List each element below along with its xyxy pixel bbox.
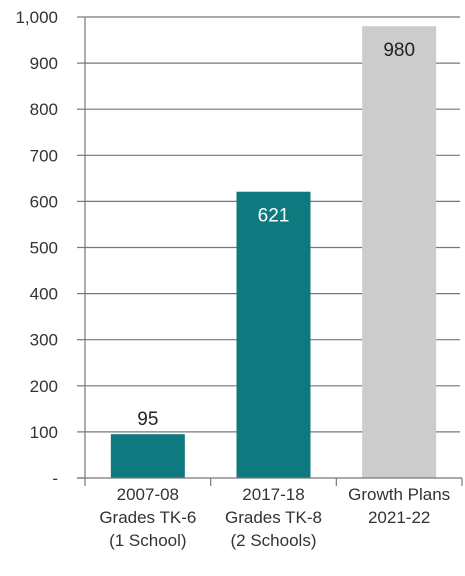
data-labels: 95 621 980 bbox=[137, 40, 415, 430]
data-label: 621 bbox=[258, 206, 290, 227]
x-axis-category-labels: 2007-08 Grades TK-6 (1 School) 2017-18 Grade… bbox=[99, 485, 450, 550]
y-tick-label: 100 bbox=[30, 423, 58, 442]
y-tick-label: - bbox=[52, 469, 58, 488]
x-category-label: (1 School) bbox=[109, 531, 186, 550]
axes bbox=[77, 16, 463, 486]
y-tick-label: 1,000 bbox=[15, 8, 58, 27]
bar bbox=[110, 434, 185, 478]
y-tick-label: 300 bbox=[30, 331, 58, 350]
y-tick-label: 600 bbox=[30, 192, 58, 211]
bars bbox=[110, 26, 437, 478]
y-tick-label: 700 bbox=[30, 146, 58, 165]
x-category-label: Grades TK-8 bbox=[225, 508, 322, 527]
bar bbox=[236, 191, 311, 478]
bar bbox=[362, 26, 437, 478]
y-tick-label: 500 bbox=[30, 239, 58, 258]
x-category-label: (2 Schools) bbox=[231, 531, 317, 550]
x-category-label: 2021-22 bbox=[368, 508, 430, 527]
data-label: 95 bbox=[137, 409, 158, 430]
y-tick-label: 400 bbox=[30, 285, 58, 304]
x-category-label: 2007-08 bbox=[117, 485, 179, 504]
x-category-label: Growth Plans bbox=[348, 485, 450, 504]
y-tick-label: 900 bbox=[30, 54, 58, 73]
x-category-label: 2017-18 bbox=[242, 485, 304, 504]
data-label: 980 bbox=[383, 40, 415, 61]
y-axis-tick-labels: - 100 200 300 400 500 600 700 800 900 1,000 bbox=[15, 8, 58, 488]
y-tick-label: 200 bbox=[30, 377, 58, 396]
y-tick-label: 800 bbox=[30, 100, 58, 119]
x-category-label: Grades TK-6 bbox=[99, 508, 196, 527]
